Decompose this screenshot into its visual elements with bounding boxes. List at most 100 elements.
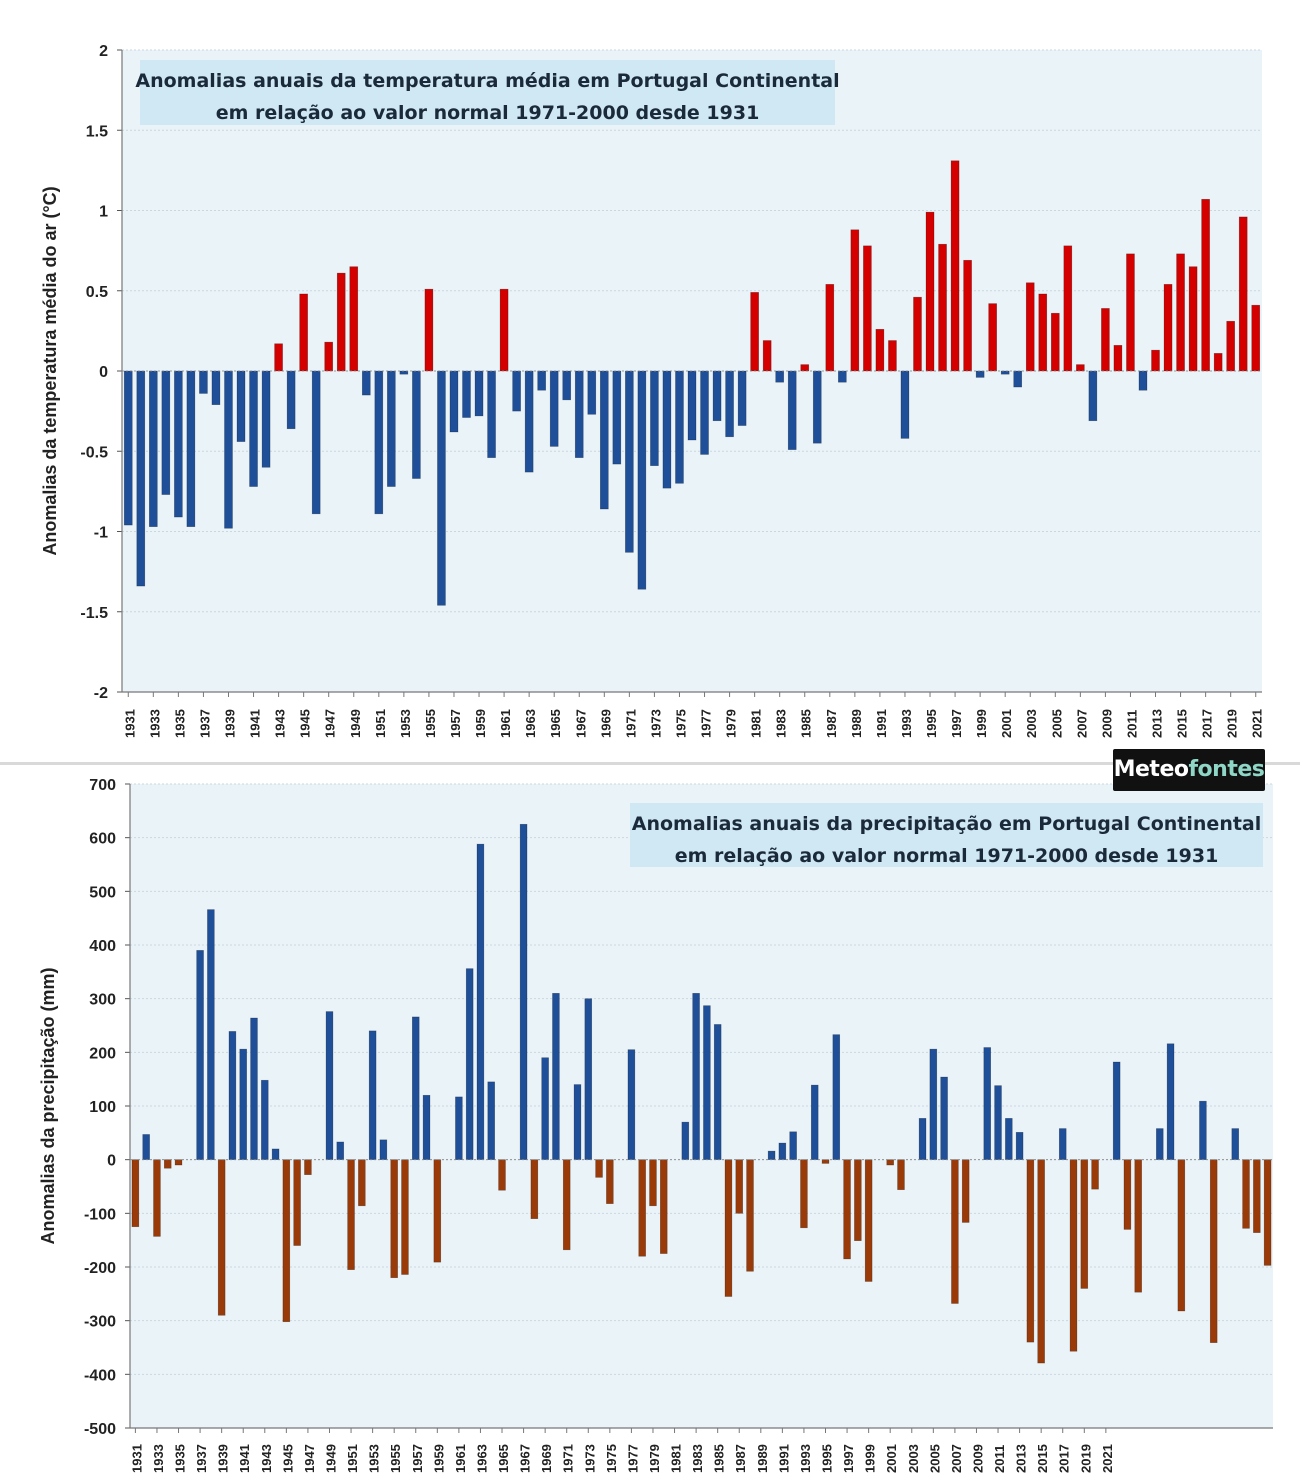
prec-bar-1996 bbox=[832, 1034, 841, 1160]
temp-xtick-label: 1987 bbox=[824, 709, 839, 738]
temp-xtick-label: 1979 bbox=[724, 709, 739, 738]
temp-bar-2000 bbox=[988, 303, 997, 372]
prec-bar-2020 bbox=[1091, 1159, 1099, 1190]
temp-bar-1986 bbox=[812, 370, 822, 444]
prec-xtick-label: 1937 bbox=[194, 1444, 209, 1473]
prec-bar-1952 bbox=[358, 1159, 366, 1207]
temp-xtick-label: 2005 bbox=[1049, 709, 1064, 738]
prec-bar-1933 bbox=[153, 1159, 161, 1237]
prec-bar-1949 bbox=[325, 1011, 334, 1160]
temp-bar-1941 bbox=[249, 370, 258, 487]
prec-xtick-label: 1957 bbox=[410, 1444, 425, 1473]
prec-bar-1956 bbox=[401, 1159, 409, 1275]
temp-bar-2015 bbox=[1176, 253, 1185, 372]
temp-xtick-label: 1953 bbox=[398, 709, 413, 738]
prec-ytick-label: -300 bbox=[84, 1314, 116, 1331]
temp-bar-1997 bbox=[950, 160, 960, 372]
precipitation-chart-svg: 700 600 500 400 300 200 100 0 -100 -200 -300 -400 -5… bbox=[38, 777, 1273, 1473]
temp-bar-1980 bbox=[737, 370, 747, 426]
temp-bar-2016 bbox=[1188, 266, 1198, 372]
prec-xtick-label: 1989 bbox=[755, 1444, 770, 1473]
temp-bar-1956 bbox=[437, 370, 446, 606]
prec-xtick-label: 1939 bbox=[216, 1444, 231, 1473]
temp-bar-1947 bbox=[324, 341, 334, 372]
temp-bar-2009 bbox=[1101, 308, 1110, 372]
temp-bar-1940 bbox=[236, 370, 246, 442]
temp-xtick-label: 2013 bbox=[1150, 709, 1165, 738]
prec-bar-2001 bbox=[886, 1159, 894, 1166]
temp-bar-2017 bbox=[1201, 198, 1210, 372]
prec-xtick-label: 1945 bbox=[280, 1444, 295, 1473]
prec-xtick-label: 1987 bbox=[733, 1444, 748, 1473]
prec-bar-1943 bbox=[261, 1079, 269, 1160]
temp-ytick-label: -1.5 bbox=[80, 605, 108, 622]
temp-bar-1934 bbox=[161, 370, 171, 495]
temp-xtick-label: 2019 bbox=[1225, 709, 1240, 738]
prec-title-line2: em relação ao valor normal 1971-2000 des… bbox=[675, 845, 1219, 867]
prec-bar-1959 bbox=[433, 1159, 442, 1263]
prec-bar-1991 bbox=[778, 1142, 787, 1160]
temp-bar-1957 bbox=[449, 370, 459, 433]
temp-bar-1987 bbox=[825, 284, 835, 372]
temp-bar-2006 bbox=[1063, 245, 1073, 372]
precipitation-anomaly-chart: 700 600 500 400 300 200 100 0 -100 -200 -300 -400 -5… bbox=[0, 765, 1300, 1480]
temp-bar-1937 bbox=[199, 370, 208, 394]
prec-y-axis-label: Anomalias da precipitação (mm) bbox=[38, 967, 58, 1244]
prec-xtick-label: 2011 bbox=[992, 1445, 1007, 1473]
prec-bar-2035 bbox=[1253, 1159, 1261, 1233]
temp-bar-1995 bbox=[925, 211, 935, 372]
temp-xtick-label: 1997 bbox=[949, 709, 964, 738]
temp-xtick-label: 1965 bbox=[548, 709, 563, 738]
temp-xtick-label: 1935 bbox=[172, 709, 187, 738]
temp-xtick-label: 1971 bbox=[623, 709, 638, 738]
temp-xtick-label: 1949 bbox=[348, 709, 363, 738]
temp-bar-1970 bbox=[612, 370, 622, 465]
prec-bar-1993 bbox=[800, 1159, 808, 1229]
prec-bar-1950 bbox=[336, 1141, 345, 1160]
prec-bar-1969 bbox=[541, 1057, 549, 1160]
prec-bar-1935 bbox=[174, 1159, 183, 1166]
temp-bar-1954 bbox=[412, 370, 421, 479]
temp-bar-1946 bbox=[311, 370, 321, 515]
temp-bar-1953 bbox=[399, 370, 409, 375]
prec-bar-1932 bbox=[142, 1134, 150, 1160]
prec-xtick-label: 1955 bbox=[388, 1444, 403, 1473]
temp-bar-2020 bbox=[1238, 216, 1248, 372]
prec-bar-1986 bbox=[724, 1159, 733, 1297]
temp-bar-1979 bbox=[725, 370, 734, 438]
temp-ytick-label: 0.5 bbox=[86, 284, 108, 301]
prec-bar-1954 bbox=[379, 1139, 388, 1160]
prec-bar-1999 bbox=[864, 1159, 873, 1282]
temp-bar-2003 bbox=[1025, 282, 1035, 372]
prec-bar-1934 bbox=[163, 1159, 172, 1169]
prec-xtick-label: 2019 bbox=[1078, 1444, 1093, 1473]
temp-bar-1996 bbox=[938, 243, 947, 372]
temp-bar-1962 bbox=[512, 370, 521, 412]
temp-bar-1932 bbox=[136, 370, 146, 587]
prec-xtick-label: 1981 bbox=[669, 1444, 684, 1473]
prec-bar-1982 bbox=[681, 1121, 690, 1160]
temp-bar-1981 bbox=[750, 292, 759, 372]
prec-title-box bbox=[630, 803, 1263, 867]
prec-ytick-label: 600 bbox=[89, 831, 116, 848]
temp-bar-1948 bbox=[336, 272, 346, 372]
temp-xtick-label: 1999 bbox=[974, 709, 989, 738]
prec-bar-1962 bbox=[465, 968, 474, 1160]
prec-bar-1984 bbox=[703, 1005, 711, 1160]
temp-bar-1951 bbox=[374, 370, 384, 515]
prec-xtick-label: 1993 bbox=[798, 1444, 813, 1473]
temp-xtick-label: 1955 bbox=[423, 709, 438, 738]
prec-ytick-label: 100 bbox=[89, 1099, 116, 1116]
prec-bar-2022 bbox=[1112, 1061, 1121, 1160]
prec-ytick-label: -100 bbox=[84, 1206, 116, 1223]
temp-bar-1967 bbox=[574, 370, 584, 458]
prec-bar-1974 bbox=[595, 1159, 603, 1178]
prec-xtick-label: 1933 bbox=[151, 1444, 166, 1473]
temp-xtick-label: 1951 bbox=[373, 709, 388, 738]
prec-bar-2027 bbox=[1166, 1043, 1175, 1160]
prec-bar-1992 bbox=[789, 1131, 797, 1160]
prec-xtick-label: 1967 bbox=[518, 1444, 533, 1473]
temp-bar-2001 bbox=[1000, 370, 1010, 375]
temp-bar-2012 bbox=[1138, 370, 1148, 391]
temp-xtick-label: 1993 bbox=[899, 709, 914, 738]
